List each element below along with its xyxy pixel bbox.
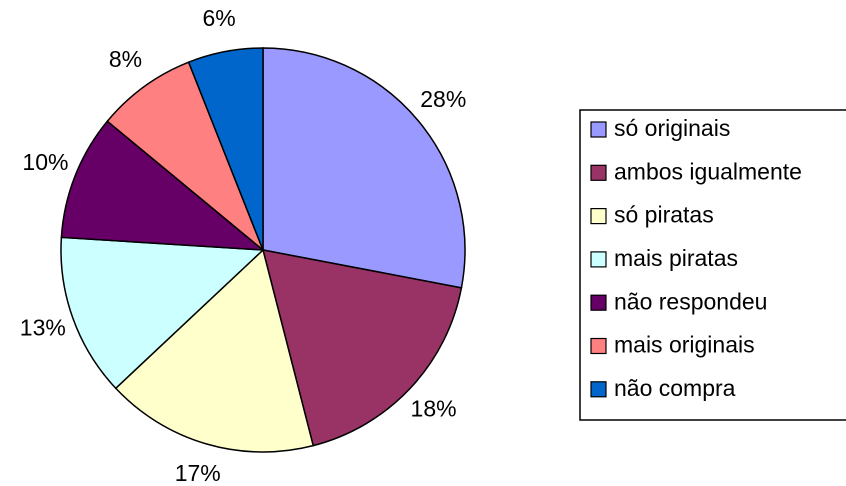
legend-swatch	[590, 121, 607, 138]
data-label: 6%	[203, 5, 236, 31]
pie-slice	[60, 236, 265, 390]
legend-swatch	[590, 381, 607, 398]
legend-label: ambos igualmente	[614, 158, 802, 184]
pie-slice	[261, 249, 463, 447]
data-label: 13%	[20, 314, 66, 340]
data-label: 17%	[175, 460, 221, 486]
legend-label: só originais	[614, 115, 730, 141]
pie-slice	[60, 120, 266, 251]
legend-label: não respondeu	[614, 288, 767, 314]
legend-label: não compra	[614, 375, 736, 401]
legend-swatch	[590, 164, 607, 181]
legend-label: só piratas	[614, 202, 714, 228]
legend-swatch	[590, 208, 607, 225]
data-label: 18%	[411, 395, 457, 421]
legend-swatch	[590, 294, 607, 311]
legend-label: mais piratas	[614, 245, 738, 271]
legend-box	[579, 109, 846, 421]
pie-slice	[106, 61, 264, 251]
data-label: 8%	[109, 46, 142, 72]
pie-slice	[262, 47, 466, 289]
pie-slice	[187, 47, 264, 251]
legend-swatch	[590, 251, 607, 268]
legend-label: mais originais	[614, 332, 755, 358]
pie-slice	[114, 248, 315, 453]
data-label: 10%	[22, 149, 68, 175]
legend-swatch	[590, 337, 607, 355]
data-label: 28%	[420, 86, 466, 112]
